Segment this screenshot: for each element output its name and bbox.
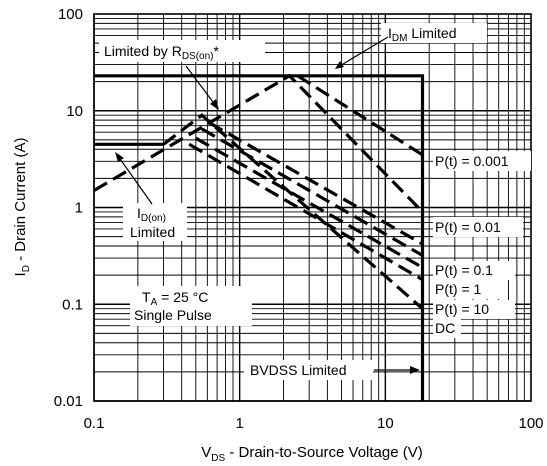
bvdss-label-bg xyxy=(244,360,373,380)
p0001-label-bg xyxy=(433,151,531,171)
y-tick-label: 0.01 xyxy=(54,393,83,410)
idm-arrow-line xyxy=(337,36,389,68)
p001-label-bg xyxy=(433,217,523,237)
idon-label-bg xyxy=(123,203,187,241)
idon-label: ID(on) xyxy=(137,205,166,224)
x-axis-title: VDS - Drain-to-Source Voltage (V) xyxy=(201,444,423,464)
p-001-label: P(t) = 0.01 xyxy=(435,219,501,235)
bvdss-limited-label: BVDSS Limited xyxy=(250,362,346,378)
solid-boundary-line xyxy=(94,74,425,401)
y-tick-label: 10 xyxy=(66,103,83,120)
dc-label: DC xyxy=(435,320,455,336)
dashed-boundary-line xyxy=(208,121,424,246)
p-01-label: P(t) = 0.1 xyxy=(435,262,493,278)
dashed-boundary-line xyxy=(296,74,424,157)
idm-label-bg xyxy=(381,23,487,43)
dashed-boundary-line xyxy=(162,113,424,310)
p1-label-bg xyxy=(433,280,505,299)
y-tick-label: 100 xyxy=(58,6,83,23)
p01-label-bg xyxy=(433,261,515,280)
ta-label-bg xyxy=(130,286,252,326)
dashed-boundary-line xyxy=(201,127,424,257)
p10-label-bg xyxy=(433,300,515,319)
y-tick-label: 1 xyxy=(75,200,83,217)
x-tick-label: 100 xyxy=(518,415,543,432)
y-axis-title: ID - Drain Current (A) xyxy=(12,138,32,277)
single-pulse-label: Single Pulse xyxy=(134,307,212,323)
rds-arrowhead xyxy=(210,99,219,110)
y-tick-label: 0.1 xyxy=(62,296,83,313)
rds-label-bg xyxy=(99,40,265,62)
dashed-boundary-line xyxy=(188,142,424,281)
series-layer xyxy=(93,73,425,401)
dashed-boundary-line xyxy=(93,73,424,214)
plot-frame xyxy=(93,13,532,402)
x-tick-label: 10 xyxy=(377,415,394,432)
rds-limited-label: Limited by RDS(on)* xyxy=(104,43,220,62)
p-1-label: P(t) = 1 xyxy=(435,281,482,297)
x-tick-label: 1 xyxy=(235,415,243,432)
idm-limited-label: IDM Limited xyxy=(388,25,456,44)
idon-limited-label: Limited xyxy=(130,224,175,240)
ta-label: TA = 25 °C xyxy=(142,289,208,308)
x-tick-label: 0.1 xyxy=(84,415,105,432)
idm-arrowhead xyxy=(335,61,344,69)
x-tick-labels: 0.1 1 10 100 xyxy=(84,415,544,432)
idon-arrowhead xyxy=(115,152,124,162)
bvdss-arrowhead xyxy=(410,366,420,374)
p-0001-label: P(t) = 0.001 xyxy=(435,153,509,169)
idon-arrow-line xyxy=(117,155,153,205)
rds-arrow-line xyxy=(185,65,217,107)
p-10-label: P(t) = 10 xyxy=(435,301,489,317)
y-tick-labels: 100 10 1 0.1 0.01 xyxy=(54,6,83,410)
dc-label-bg xyxy=(433,319,461,338)
